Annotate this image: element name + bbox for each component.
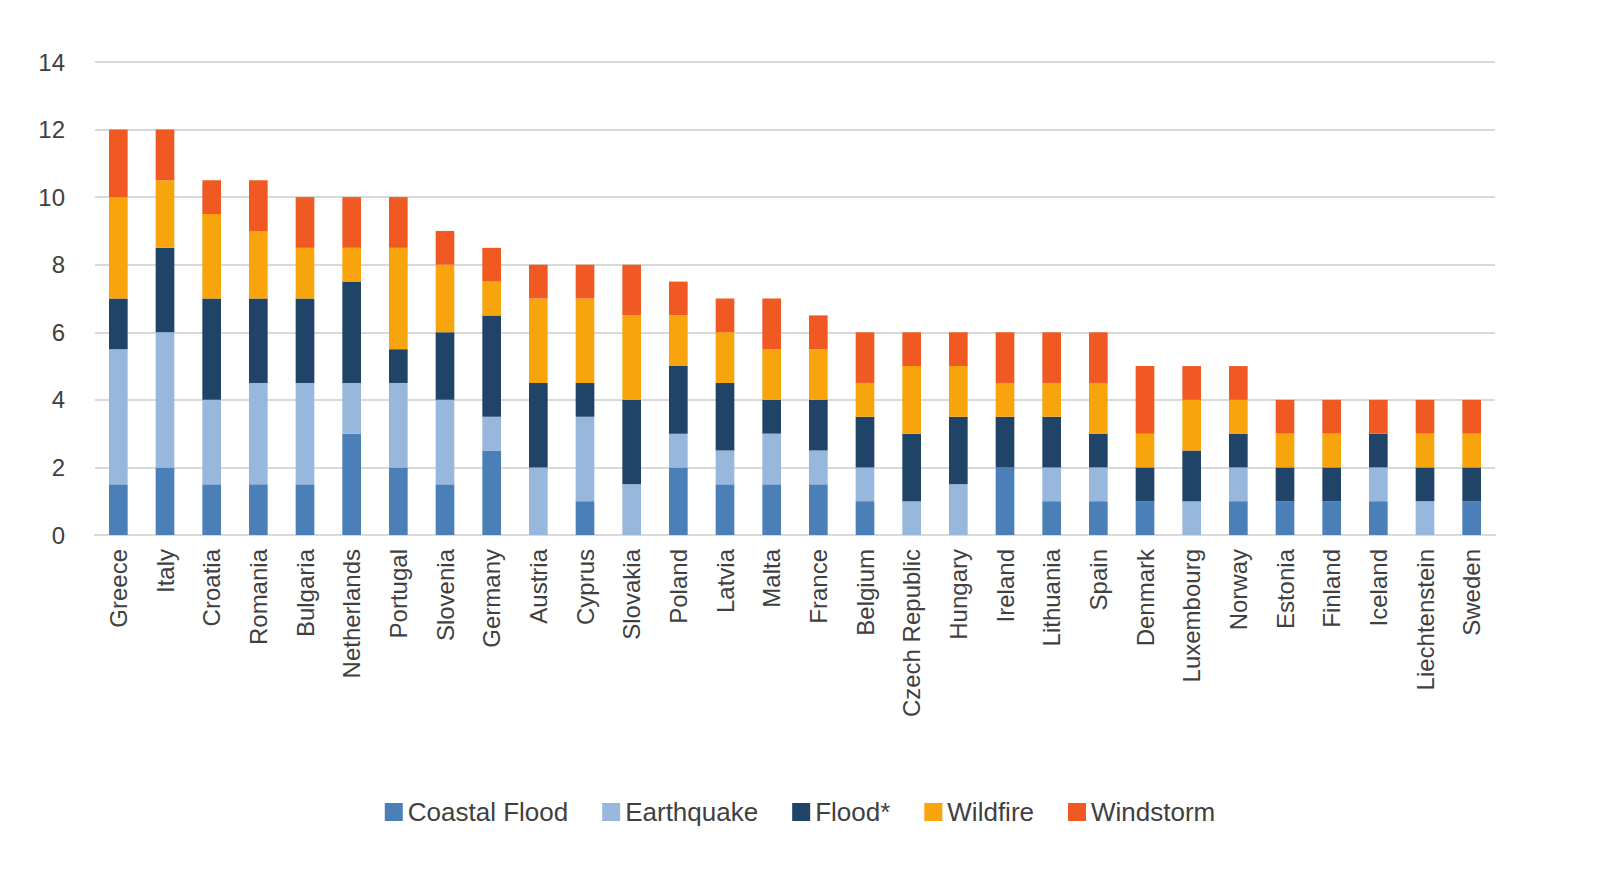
svg-text:8: 8: [52, 251, 65, 278]
svg-text:Italy: Italy: [152, 549, 179, 593]
svg-text:Wildfire: Wildfire: [947, 797, 1034, 827]
svg-text:Hungary: Hungary: [945, 549, 972, 640]
svg-text:Denmark: Denmark: [1132, 548, 1159, 646]
svg-text:Croatia: Croatia: [198, 548, 225, 626]
svg-text:0: 0: [52, 522, 65, 549]
svg-text:Liechtenstein: Liechtenstein: [1412, 549, 1439, 690]
svg-text:Norway: Norway: [1225, 549, 1252, 630]
svg-text:Slovakia: Slovakia: [618, 548, 645, 639]
svg-text:Sweden: Sweden: [1458, 549, 1485, 636]
svg-text:Lithuania: Lithuania: [1038, 548, 1065, 646]
svg-text:Coastal Flood: Coastal Flood: [408, 797, 568, 827]
svg-text:2: 2: [52, 454, 65, 481]
svg-text:Portugal: Portugal: [385, 549, 412, 638]
svg-text:Belgium: Belgium: [852, 549, 879, 636]
svg-text:14: 14: [38, 49, 65, 76]
svg-text:Spain: Spain: [1085, 549, 1112, 610]
svg-text:Slovenia: Slovenia: [432, 548, 459, 641]
svg-text:Earthquake: Earthquake: [625, 797, 758, 827]
svg-text:12: 12: [38, 116, 65, 143]
svg-text:Greece: Greece: [105, 549, 132, 628]
svg-text:Iceland: Iceland: [1365, 549, 1392, 626]
svg-text:4: 4: [52, 386, 65, 413]
svg-text:Malta: Malta: [758, 548, 785, 607]
svg-text:Bulgaria: Bulgaria: [292, 548, 319, 637]
svg-text:France: France: [805, 549, 832, 624]
svg-text:Finland: Finland: [1318, 549, 1345, 628]
svg-text:10: 10: [38, 184, 65, 211]
svg-text:Flood*: Flood*: [815, 797, 890, 827]
svg-text:Cyprus: Cyprus: [572, 549, 599, 625]
svg-text:6: 6: [52, 319, 65, 346]
svg-text:Windstorm: Windstorm: [1091, 797, 1215, 827]
svg-text:Germany: Germany: [478, 549, 505, 648]
svg-text:Estonia: Estonia: [1272, 548, 1299, 629]
svg-text:Latvia: Latvia: [712, 548, 739, 613]
svg-text:Czech Republic: Czech Republic: [898, 549, 925, 717]
svg-text:Austria: Austria: [525, 548, 552, 623]
svg-text:Romania: Romania: [245, 548, 272, 645]
svg-text:Ireland: Ireland: [992, 549, 1019, 622]
svg-text:Netherlands: Netherlands: [338, 549, 365, 678]
svg-text:Poland: Poland: [665, 549, 692, 624]
svg-text:Luxembourg: Luxembourg: [1178, 549, 1205, 682]
